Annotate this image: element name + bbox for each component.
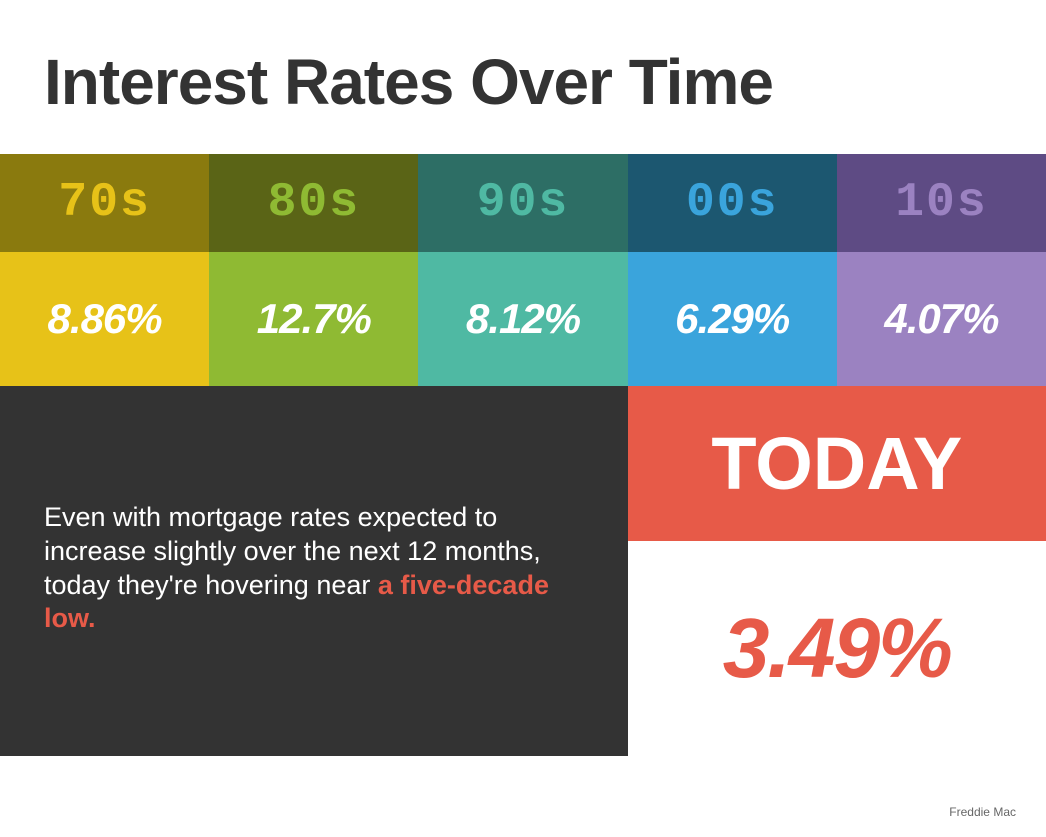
decade-col-90s: 90s 8.12% xyxy=(418,154,627,386)
source-attribution: Freddie Mac xyxy=(949,805,1016,819)
decade-label: 10s xyxy=(837,154,1046,252)
decade-label: 80s xyxy=(209,154,418,252)
decade-col-80s: 80s 12.7% xyxy=(209,154,418,386)
today-panel: TODAY 3.49% xyxy=(628,386,1046,756)
decade-rate: 8.86% xyxy=(0,252,209,386)
caption-panel: Even with mortgage rates expected to inc… xyxy=(0,386,628,756)
decade-col-70s: 70s 8.86% xyxy=(0,154,209,386)
decade-label: 90s xyxy=(418,154,627,252)
decade-label: 70s xyxy=(0,154,209,252)
bottom-row: Even with mortgage rates expected to inc… xyxy=(0,386,1046,756)
decade-col-10s: 10s 4.07% xyxy=(837,154,1046,386)
decade-rate: 6.29% xyxy=(628,252,837,386)
decades-grid: 70s 8.86% 80s 12.7% 90s 8.12% 00s 6.29% … xyxy=(0,154,1046,386)
decade-col-00s: 00s 6.29% xyxy=(628,154,837,386)
decade-label: 00s xyxy=(628,154,837,252)
today-label: TODAY xyxy=(628,386,1046,541)
today-rate: 3.49% xyxy=(628,541,1046,756)
decade-rate: 8.12% xyxy=(418,252,627,386)
page-title: Interest Rates Over Time xyxy=(0,0,1046,114)
decade-rate: 12.7% xyxy=(209,252,418,386)
decade-rate: 4.07% xyxy=(837,252,1046,386)
